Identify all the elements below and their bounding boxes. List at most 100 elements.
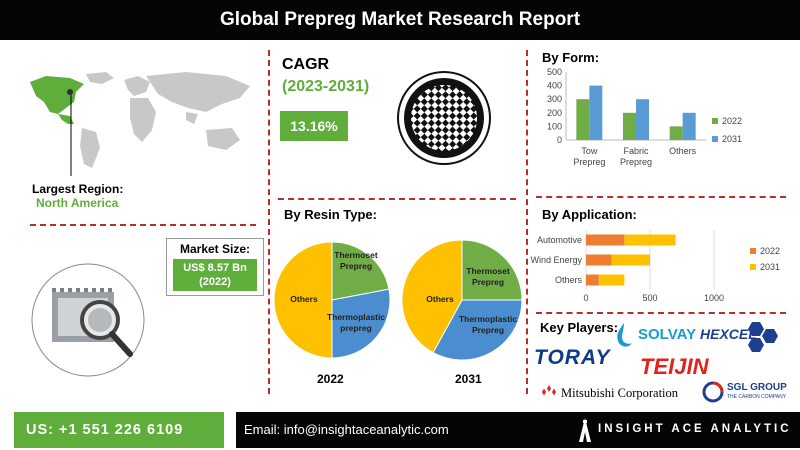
y-tick-label: 300 (547, 94, 562, 104)
pie-slice-label: Others (426, 294, 454, 304)
legend-label: 2031 (722, 134, 742, 144)
pie-slice-label: Thermoplastic (459, 314, 517, 324)
legend-label: 2022 (760, 246, 780, 256)
y-tick-label: Others (555, 275, 583, 285)
resin-pies: ThermosetPrepregThermoplasticprepregOthe… (273, 239, 523, 361)
world-map (30, 72, 250, 176)
legend-swatch (750, 264, 756, 270)
application-bar-chart: 0 500 1000 Automotive Wind Energy Others 2022 2… (530, 230, 780, 303)
pie-slice-label: Thermoplastic (327, 312, 385, 322)
carbon-weave-icon (397, 71, 491, 165)
form-section-title: By Form: (542, 50, 600, 65)
bar-2022 (669, 126, 683, 140)
cagr-title: CAGR (282, 56, 330, 73)
pie-slice (461, 239, 523, 301)
form-bar-chart: 0100200300400500TowPrepregFabricPrepregO… (547, 67, 742, 167)
pie-slice (331, 288, 391, 359)
hexcel-logo-icon (748, 322, 778, 352)
sgl-logo-icon (702, 381, 724, 403)
x-tick-label: 1000 (704, 293, 724, 303)
mitsubishi-logo-icon (542, 385, 556, 396)
legend-label: 2031 (760, 262, 780, 272)
legend-swatch (712, 136, 718, 142)
footer-brand: INSIGHT ACE ANALYTIC (598, 423, 792, 435)
legend-label: 2022 (722, 116, 742, 126)
application-section-title: By Application: (542, 207, 637, 222)
player-solvay: SOLVAY (638, 326, 697, 343)
pie-slice (273, 241, 333, 359)
pie-slice-label: Prepreg (340, 261, 372, 271)
pie-slice (331, 241, 390, 301)
pie-year-2031: 2031 (455, 372, 482, 386)
divider (278, 198, 516, 200)
bar-2031 (682, 112, 696, 140)
bar-2022 (586, 234, 625, 246)
player-sgl-tagline: THE CARBON COMPANY (727, 394, 787, 400)
y-tick-label: 500 (547, 67, 562, 77)
market-size-value-box: US$ 8.57 Bn (2022) (173, 259, 257, 291)
page-title: Global Prepreg Market Research Report (0, 0, 800, 40)
bar-2022 (586, 274, 599, 286)
y-tick-label: 200 (547, 108, 562, 118)
x-tick-label: Fabric (623, 146, 649, 156)
market-size-label: Market Size: (179, 242, 251, 256)
player-mitsubishi: Mitsubishi Corporation (561, 386, 679, 400)
y-tick-label: 0 (557, 135, 562, 145)
player-sgl: SGL GROUP (727, 382, 787, 393)
y-tick-label: Automotive (537, 235, 582, 245)
pie-chart-2031: ThermosetPrepregThermoplasticPrepregOthe… (401, 239, 523, 361)
legend-swatch (750, 248, 756, 254)
legend-swatch (712, 118, 718, 124)
bar-2022 (586, 254, 612, 266)
footer-bar: Email: info@insightaceanalytic.com INSIG… (236, 412, 800, 448)
market-size-card: Market Size: US$ 8.57 Bn (2022) (166, 238, 264, 296)
player-teijin: TEIJIN (640, 354, 709, 379)
bar-2031 (636, 99, 649, 140)
x-tick-label: 0 (583, 293, 588, 303)
bar-2031 (589, 85, 603, 140)
largest-region-label: Largest Region: (32, 182, 124, 196)
player-hexcel: HEXCEL (700, 326, 757, 342)
bar-2031 (624, 234, 676, 246)
players-section-title: Key Players: (540, 320, 619, 335)
resin-section-title: By Resin Type: (284, 207, 377, 222)
pie-slice-label: Prepreg (472, 277, 504, 287)
pie-slice-label: Others (290, 294, 318, 304)
bar-2031 (598, 274, 625, 286)
divider (536, 196, 786, 198)
bar-2022 (623, 112, 636, 140)
x-tick-label: 500 (642, 293, 657, 303)
x-tick-label: Others (669, 146, 697, 156)
y-tick-label: 400 (547, 81, 562, 91)
pie-slice (432, 299, 523, 361)
cagr-value: 13.16% (280, 111, 348, 141)
divider (30, 224, 256, 226)
pie-slice (401, 239, 463, 354)
y-tick-label: Wind Energy (530, 255, 582, 265)
player-toray: TORAY (534, 346, 611, 369)
x-tick-label: Tow (581, 146, 598, 156)
x-tick-label: Prepreg (573, 157, 605, 167)
bar-2022 (576, 99, 590, 140)
largest-region-value: North America (36, 196, 119, 210)
pie-year-2022: 2022 (317, 372, 344, 386)
pie-slice-label: Thermoset (466, 266, 510, 276)
prepreg-magnifier-image (31, 263, 145, 377)
pie-slice-label: Prepreg (472, 325, 504, 335)
pie-slice-label: Thermoset (334, 250, 378, 260)
solvay-logo-icon (617, 323, 632, 347)
pie-slice-label: prepreg (340, 323, 372, 333)
market-size-year: (2022) (199, 276, 231, 288)
divider (536, 312, 786, 314)
insight-ace-logo-icon (579, 418, 591, 442)
divider (526, 50, 528, 394)
y-tick-label: 100 (547, 121, 562, 131)
market-size-value: US$ 8.57 Bn (183, 262, 247, 274)
cagr-period: (2023-2031) (282, 78, 370, 95)
x-tick-label: Prepreg (620, 157, 652, 167)
footer-email[interactable]: Email: info@insightaceanalytic.com (244, 422, 449, 437)
footer-phone: US: +1 551 226 6109 (14, 412, 224, 448)
bar-2031 (611, 254, 650, 266)
divider (268, 50, 270, 394)
